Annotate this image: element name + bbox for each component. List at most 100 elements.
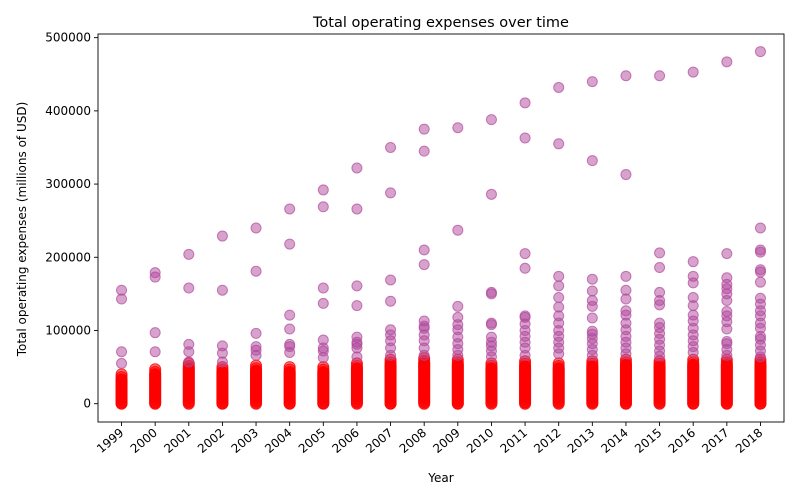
data-point xyxy=(586,300,598,312)
y-tick-label: 300000 xyxy=(45,177,91,191)
data-point xyxy=(351,280,363,292)
data-point xyxy=(620,169,632,181)
data-point xyxy=(116,357,128,369)
data-point xyxy=(384,397,397,410)
data-point xyxy=(586,273,598,285)
data-point xyxy=(687,66,699,78)
data-point xyxy=(720,397,733,410)
data-point xyxy=(586,312,598,324)
data-point xyxy=(216,230,228,242)
y-axis-label: Total operating expenses (millions of US… xyxy=(15,102,29,358)
data-point xyxy=(418,259,430,271)
data-point xyxy=(553,270,565,282)
data-point xyxy=(586,285,598,297)
x-tick-label: 2000 xyxy=(128,426,160,456)
plot-frame xyxy=(97,33,785,423)
data-point xyxy=(687,397,700,410)
x-axis-label: Year xyxy=(427,471,453,485)
data-point xyxy=(754,222,766,234)
x-tick-label: 2018 xyxy=(733,426,765,456)
data-point xyxy=(721,294,733,306)
y-axis: 0 100000 200000 300000 400000 500000 xyxy=(45,31,98,411)
data-point xyxy=(250,327,262,339)
data-point xyxy=(116,293,128,305)
data-point xyxy=(149,346,161,358)
data-point xyxy=(250,265,262,277)
x-tick-label: 2016 xyxy=(666,426,698,456)
data-point xyxy=(754,397,767,410)
data-point xyxy=(485,351,497,363)
data-point xyxy=(654,70,666,82)
data-point xyxy=(721,248,733,260)
data-point xyxy=(250,349,262,361)
x-tick-label: 2006 xyxy=(329,426,361,456)
data-point xyxy=(284,309,296,321)
x-tick-label: 2012 xyxy=(531,426,563,456)
data-point xyxy=(452,349,464,361)
x-tick-label: 2008 xyxy=(397,426,429,456)
data-point xyxy=(317,201,329,213)
data-point xyxy=(351,203,363,215)
data-point xyxy=(317,297,329,309)
x-tick-label: 2002 xyxy=(195,426,227,456)
data-point xyxy=(385,141,397,153)
data-point xyxy=(284,238,296,250)
x-tick-label: 2014 xyxy=(598,426,630,456)
data-point xyxy=(586,396,599,409)
x-tick-label: 2009 xyxy=(430,426,462,456)
data-point xyxy=(485,319,497,331)
data-point xyxy=(149,396,162,409)
data-point xyxy=(183,248,195,260)
data-point xyxy=(418,123,430,135)
x-tick-label: 2007 xyxy=(363,426,395,456)
data-point xyxy=(385,187,397,199)
data-point xyxy=(351,162,363,174)
data-point xyxy=(250,395,263,408)
data-point xyxy=(216,356,228,368)
data-point xyxy=(754,266,766,278)
data-point xyxy=(620,293,632,305)
data-point xyxy=(754,246,766,258)
data-point xyxy=(418,244,430,256)
data-point xyxy=(519,262,531,274)
x-tick-label: 2003 xyxy=(229,426,261,456)
data-point xyxy=(754,46,766,58)
x-tick-label: 2001 xyxy=(161,426,193,456)
data-point xyxy=(418,145,430,157)
data-point xyxy=(116,346,128,358)
data-point xyxy=(519,97,531,109)
data-point xyxy=(385,349,397,361)
data-point xyxy=(183,282,195,294)
data-point xyxy=(451,397,464,410)
data-point xyxy=(418,395,431,408)
data-point xyxy=(586,349,598,361)
data-point xyxy=(687,300,699,312)
data-point xyxy=(485,288,497,300)
data-point xyxy=(721,323,733,335)
y-tick-label: 100000 xyxy=(45,323,91,337)
y-tick-label: 500000 xyxy=(45,31,91,45)
x-tick-label: 2010 xyxy=(464,426,496,456)
data-point xyxy=(653,396,666,409)
data-point xyxy=(485,188,497,200)
data-point xyxy=(754,276,766,288)
data-point xyxy=(485,114,497,126)
data-point xyxy=(351,300,363,312)
data-point xyxy=(519,132,531,144)
data-point xyxy=(284,346,296,358)
data-point xyxy=(553,292,565,304)
data-point xyxy=(553,81,565,93)
data-point xyxy=(216,396,229,409)
data-point xyxy=(687,256,699,268)
data-point xyxy=(385,274,397,286)
x-tick-label: 1999 xyxy=(94,426,126,456)
chart-title: Total operating expenses over time xyxy=(312,15,569,31)
data-point xyxy=(317,396,330,409)
x-tick-label: 2015 xyxy=(632,426,664,456)
data-point xyxy=(553,280,565,292)
data-point xyxy=(620,270,632,282)
data-point xyxy=(149,271,161,283)
data-point xyxy=(553,348,565,360)
data-point xyxy=(283,396,296,409)
